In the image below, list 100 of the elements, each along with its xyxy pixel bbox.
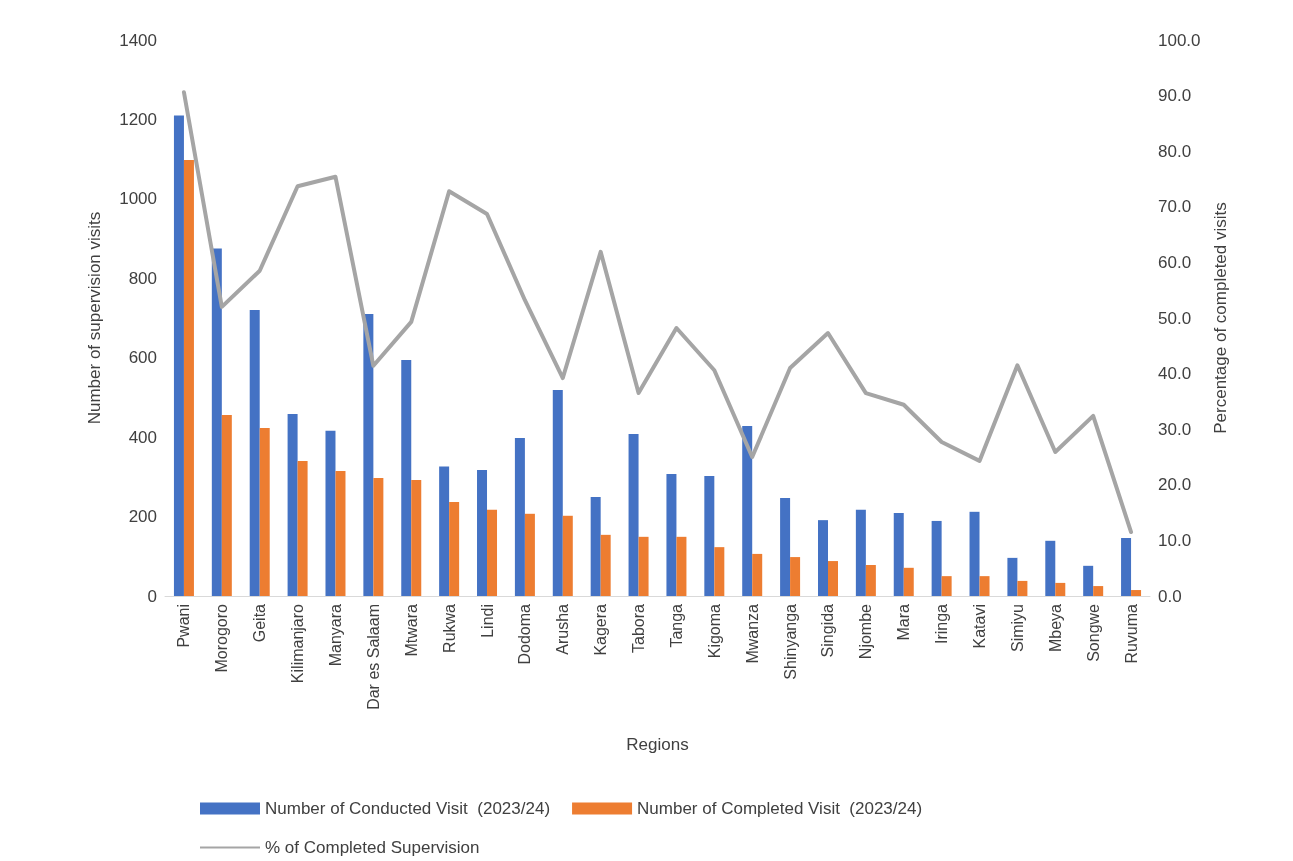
bar: [903, 567, 914, 596]
y2-tick-label: 60.0: [1158, 252, 1192, 272]
bar: [600, 534, 611, 596]
bar: [1017, 580, 1028, 596]
bar: [401, 360, 412, 596]
y-tick-label: 1000: [119, 189, 157, 209]
legend-label: Number of Completed Visit (2023/24): [637, 799, 923, 818]
bar: [666, 474, 677, 596]
x-tick-label: Singida: [819, 603, 837, 658]
bar: [449, 501, 460, 596]
x-tick-label: Lindi: [478, 604, 496, 638]
bar: [628, 433, 639, 596]
line-series: [181, 90, 1134, 535]
bar: [1055, 582, 1066, 596]
y-axis-title: Number of supervision visits: [85, 211, 104, 425]
x-tick-label: Iringa: [933, 603, 951, 645]
x-tick-label: Simiyu: [1008, 604, 1026, 653]
x-tick-label: Mara: [895, 603, 913, 641]
legend-label: % of Completed Supervision: [265, 838, 480, 857]
bar: [1083, 565, 1094, 596]
bar: [259, 428, 270, 596]
bar: [173, 115, 184, 596]
y2-tick-label: 20.0: [1158, 475, 1192, 495]
bar: [865, 565, 876, 596]
x-tick-label: Arusha: [554, 603, 572, 655]
bar: [827, 561, 838, 596]
bar: [477, 470, 488, 596]
bar: [562, 515, 573, 596]
bar: [780, 497, 791, 596]
x-tick-label: Dodoma: [516, 603, 534, 665]
bar: [514, 437, 525, 596]
x-tick-label: Ruvuma: [1122, 603, 1140, 664]
y2-tick-label: 40.0: [1158, 364, 1192, 384]
y2-tick-label: 100.0: [1158, 30, 1201, 50]
bar: [1093, 586, 1104, 596]
x-axis-title: Regions: [626, 735, 689, 754]
y2-tick-label: 70.0: [1158, 197, 1192, 217]
bar: [817, 520, 828, 596]
x-tick-label: Mtwara: [402, 603, 420, 657]
y2-tick-label: 10.0: [1158, 530, 1192, 550]
bar: [752, 553, 763, 596]
bar: [742, 426, 753, 596]
x-tick-label: Rukwa: [440, 603, 458, 653]
bar: [931, 520, 942, 596]
bar: [183, 159, 194, 596]
bar: [1045, 540, 1056, 596]
bar: [487, 509, 498, 596]
y-tick-label: 400: [128, 427, 157, 447]
bar: [221, 414, 232, 596]
x-tick-label: Kigoma: [705, 603, 723, 659]
x-tick-label: Tabora: [630, 603, 648, 653]
x-tick-label: Katavi: [971, 604, 989, 649]
x-tick-label: Mbeya: [1046, 603, 1064, 653]
bar: [941, 576, 952, 596]
x-tick-label: Morogoro: [213, 603, 231, 673]
x-tick-label: Kilimanjaro: [289, 603, 307, 684]
y2-tick-label: 30.0: [1158, 419, 1192, 439]
y-tick-label: 0: [147, 586, 157, 606]
bar: [524, 513, 535, 596]
bar: [1121, 538, 1132, 596]
y-tick-label: 1200: [119, 109, 157, 129]
bar: [714, 547, 725, 596]
bar: [363, 314, 374, 596]
bar: [1007, 557, 1018, 596]
bar: [979, 576, 990, 596]
bar: [790, 557, 801, 596]
y2-tick-label: 90.0: [1158, 86, 1192, 106]
x-tick-label: Pwani: [175, 604, 193, 648]
bar: [335, 470, 346, 596]
bar: [297, 460, 308, 596]
y2-tick-label: 50.0: [1158, 308, 1192, 328]
legend-label: Number of Conducted Visit (2023/24): [265, 799, 551, 818]
bar: [969, 511, 980, 596]
y-tick-label: 600: [128, 348, 157, 368]
bar: [855, 509, 866, 596]
x-tick-label: Dar es Salaam: [364, 604, 382, 710]
y2-axis-title: Percentage of completed visits: [1211, 202, 1230, 434]
bar: [439, 466, 450, 596]
bar: [411, 480, 422, 596]
bar: [893, 513, 904, 596]
bar: [1131, 590, 1142, 596]
x-tick-label: Songwe: [1084, 603, 1102, 662]
y2-tick-label: 80.0: [1158, 141, 1192, 161]
bar: [211, 248, 222, 596]
y-tick-label: 200: [128, 507, 157, 527]
x-tick-label: Geita: [251, 603, 269, 643]
y-tick-label: 1400: [119, 30, 157, 50]
bar: [373, 478, 384, 596]
y2-tick-label: 0.0: [1158, 586, 1182, 606]
x-tick-label: Manyara: [326, 603, 344, 667]
bar: [249, 310, 260, 596]
y-tick-label: 800: [128, 268, 157, 288]
bar: [325, 430, 336, 596]
bar: [287, 414, 298, 596]
x-tick-label: Shinyanga: [781, 603, 799, 680]
bar: [638, 536, 649, 596]
x-tick-label: Mwanza: [743, 603, 761, 664]
x-tick-label: Tanga: [667, 603, 685, 648]
bar: [552, 389, 563, 596]
bar: [590, 497, 601, 596]
